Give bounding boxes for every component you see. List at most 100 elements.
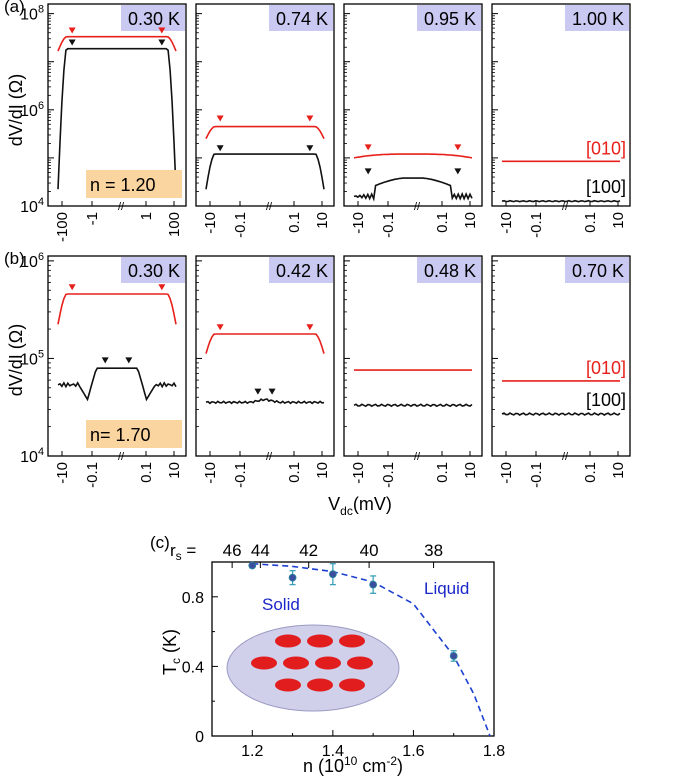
black-curve xyxy=(353,177,473,202)
x-tick-label: 0.1 xyxy=(286,462,303,483)
x-tick-label: 0.1 xyxy=(138,462,155,483)
electron-oval xyxy=(339,634,365,648)
x-tick-label: 10 xyxy=(610,462,627,479)
curve-label-100: [100] xyxy=(586,390,626,410)
row-a-panel-4: 1.00 K -10 -0.1 0.1 10 // [010] [100] xyxy=(491,3,631,238)
top-tick-label: 40 xyxy=(360,541,379,560)
red-curve xyxy=(205,125,325,140)
red-gap-marker xyxy=(216,324,224,331)
row-b-panel-1: 0.30 K -10 -0.1 0.1 10 // xyxy=(47,255,187,488)
row-a-panel-1: 0.30 K -100 -1 1 100 // xyxy=(47,3,187,242)
x-tick-label: 0.1 xyxy=(434,212,451,233)
x-tick-label: -10 xyxy=(350,462,367,484)
red-gap-marker xyxy=(454,144,462,151)
x-tick-label: 0.1 xyxy=(286,212,303,233)
top-axis-label: rs = xyxy=(170,541,196,563)
x-tick-label: 10 xyxy=(462,462,479,479)
x-tick-label: 1 xyxy=(138,212,155,220)
solid-annotation: Solid xyxy=(262,595,300,614)
black-gap-marker xyxy=(254,388,262,395)
row-b-panel-4: 0.70 K -10 -0.1 0.1 10 // [010] [100] xyxy=(491,255,631,488)
x-tick-label: 0.1 xyxy=(582,462,599,483)
black-gap-marker xyxy=(306,145,314,152)
data-point xyxy=(369,580,378,589)
x-tick-label: 0.1 xyxy=(582,212,599,233)
curve-label-010: [010] xyxy=(586,358,626,378)
row-b-panel-3: 0.48 K -10 -0.1 0.1 10 // xyxy=(343,255,483,488)
x-tick-label: -0.1 xyxy=(528,462,545,488)
y-tick-label: 0.8 xyxy=(182,590,204,607)
row-a-panel-3: 0.95 K -10 -0.1 0.1 10 // xyxy=(343,3,483,238)
x-tick-label: -0.1 xyxy=(528,212,545,238)
red-gap-marker xyxy=(306,324,314,331)
row-b-density-box xyxy=(86,420,182,448)
curve-label-100: [100] xyxy=(586,177,626,197)
row-a-y-tick-label: 104 xyxy=(20,196,44,216)
black-gap-marker xyxy=(216,145,224,152)
red-curve xyxy=(353,153,473,159)
axis-break-mark: // xyxy=(118,201,125,213)
axis-break-mark: // xyxy=(266,451,273,463)
x-tick-label: 10 xyxy=(314,212,331,229)
data-point xyxy=(449,652,458,660)
x-tick-label: -10 xyxy=(202,212,219,234)
electron-oval xyxy=(251,656,277,670)
x-tick-label: -0.1 xyxy=(84,462,101,488)
temperature-box xyxy=(269,5,333,31)
electron-oval xyxy=(315,656,341,670)
red-gap-marker xyxy=(158,27,166,34)
temperature-box xyxy=(417,257,481,283)
fit-line xyxy=(252,562,491,737)
row-a-y-tick-label: 108 xyxy=(20,4,44,24)
axis-break-mark: // xyxy=(266,201,273,213)
temperature-box xyxy=(417,5,481,31)
x-tick-label: -10 xyxy=(498,212,515,234)
red-gap-marker xyxy=(306,115,314,122)
x-tick-label: -10 xyxy=(202,462,219,484)
axis-break-mark: // xyxy=(118,451,125,463)
temperature-label: 0.42 K xyxy=(276,261,328,281)
black-gap-marker xyxy=(158,39,166,46)
top-tick-label: 42 xyxy=(299,541,318,560)
row-b-panel-2: 0.42 K -10 -0.1 0.1 10 // xyxy=(195,255,335,488)
x-tick-label: 1.4 xyxy=(322,743,344,760)
row-a-panel-2: 0.74 K -10 -0.1 0.1 10 // xyxy=(195,3,335,238)
black-gap-marker xyxy=(364,168,372,175)
x-tick-label: -0.1 xyxy=(380,212,397,238)
panel-frame xyxy=(343,255,483,457)
black-gap-marker xyxy=(268,388,276,395)
row-b-density-label: n= 1.70 xyxy=(90,425,151,445)
x-tick-label: -10 xyxy=(498,462,515,484)
panel-frame xyxy=(47,3,187,207)
y-axis-label-b: dV/dI (Ω) xyxy=(6,324,26,396)
top-tick-label: 38 xyxy=(424,541,443,560)
panel-frame xyxy=(195,255,335,457)
axis-break-mark: // xyxy=(562,201,569,213)
electron-oval xyxy=(307,678,333,692)
x-tick-label: 1.8 xyxy=(483,743,505,760)
x-tick-label: 0.1 xyxy=(434,462,451,483)
red-curve xyxy=(205,333,325,354)
x-tick-label: -10 xyxy=(54,462,71,484)
temperature-label: 0.95 K xyxy=(424,9,476,29)
x-tick-label: -10 xyxy=(350,212,367,234)
electron-oval xyxy=(275,634,301,648)
black-curve xyxy=(57,47,177,190)
black-curve xyxy=(353,403,473,408)
electron-oval xyxy=(275,678,301,692)
temperature-box xyxy=(565,5,629,31)
y-tick-label: 0.4 xyxy=(182,659,204,676)
y-axis-label-a: dV/dI (Ω) xyxy=(6,74,26,146)
black-gap-marker xyxy=(101,357,109,364)
x-axis-label-c: n (1010 cm-2) xyxy=(303,754,403,776)
panel-frame xyxy=(47,255,187,457)
red-gap-marker xyxy=(216,115,224,122)
curve-label-010: [010] xyxy=(586,138,626,158)
electron-oval xyxy=(307,634,333,648)
electron-oval xyxy=(339,678,365,692)
x-tick-label: 100 xyxy=(166,212,183,237)
x-tick-label: 10 xyxy=(166,462,183,479)
top-tick-label: 44 xyxy=(251,541,270,560)
temperature-box xyxy=(565,257,629,283)
